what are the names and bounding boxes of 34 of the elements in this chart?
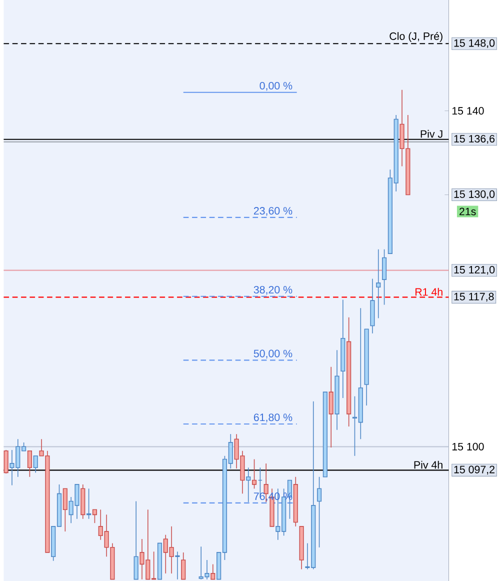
candlestick — [181, 552, 186, 580]
annotation: 38,20 % — [254, 286, 292, 295]
annotation: 50,00 % — [254, 350, 292, 359]
candlestick — [328, 366, 334, 448]
ref-line-label: Piv 4h — [414, 460, 443, 469]
candlestick — [4, 450, 8, 474]
candlestick — [252, 458, 257, 490]
y-tick-label: 15 148,0 — [454, 39, 495, 48]
candlestick — [63, 488, 68, 532]
annotation: 61,80 % — [254, 414, 292, 422]
candlestick — [33, 455, 38, 474]
text: 21s — [460, 208, 476, 216]
y-tick-label: 15 121,0 — [454, 266, 495, 275]
candlestick — [86, 488, 92, 520]
candlestick — [376, 248, 381, 319]
candlestick — [175, 551, 180, 580]
y-tick-label: 15 140 — [452, 107, 484, 115]
y-tick-label: 15 100 — [452, 442, 484, 450]
candlestick — [210, 564, 216, 580]
annotation: 23,60 % — [254, 207, 292, 216]
candlestick — [246, 467, 251, 502]
candlestick — [317, 476, 322, 548]
y-tick-label: 15 130,0 — [454, 190, 495, 200]
candlestick — [92, 509, 98, 524]
candlestick — [28, 450, 32, 478]
ref-line-label: R1 4h — [416, 288, 443, 296]
ref-line-label: Piv J — [421, 130, 442, 138]
annotation: 0,00 % — [260, 82, 292, 91]
y-tick-label: 15 136,6 — [454, 134, 495, 144]
ref-line-label: Clo (J, Pré) — [390, 32, 443, 42]
y-tick-label: 15 117,8 — [454, 292, 494, 302]
candlestick — [382, 248, 387, 306]
y-tick-label: 15 097,2 — [454, 466, 495, 475]
candlestick — [134, 500, 139, 580]
